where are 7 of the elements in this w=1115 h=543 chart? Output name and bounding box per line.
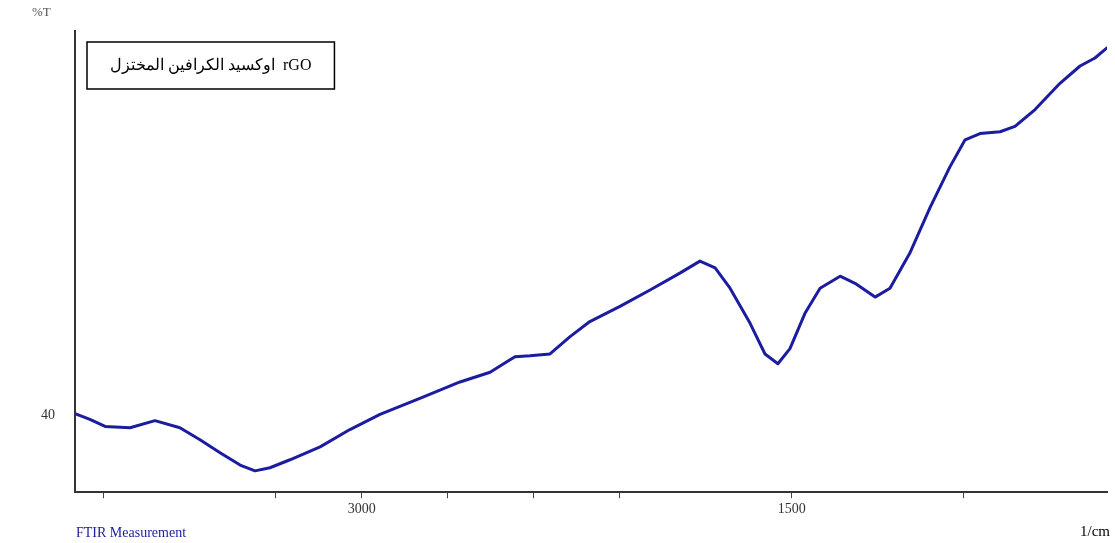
text: 40: [41, 406, 55, 422]
x-tick-label: 3000: [347, 501, 376, 517]
x-axis-title: 1/cm: [1080, 523, 1111, 540]
text: FTIR Measurement: [76, 524, 187, 540]
y-axis-title: %T: [32, 3, 51, 19]
text: اوكسيد الكرافين المختزل rGO: [110, 56, 312, 75]
x-tick-label: 1500: [777, 501, 806, 517]
